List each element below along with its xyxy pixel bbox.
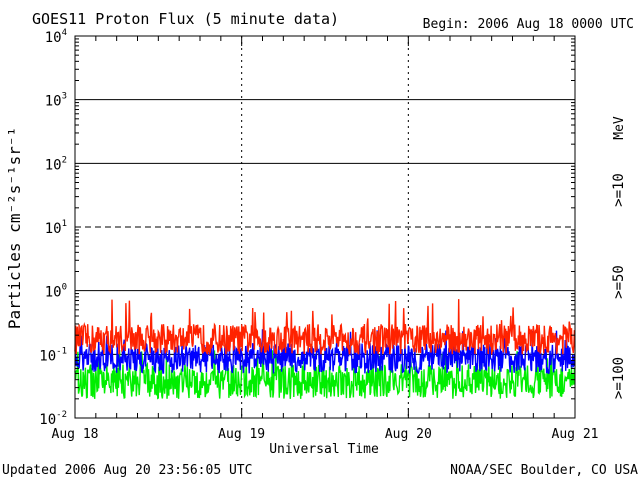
y-tick-label: 102 [45,155,67,173]
legend-ge50: >=50 [611,265,627,299]
x-tick-label: Aug 21 [552,427,599,442]
updated-time: Updated 2006 Aug 20 23:56:05 UTC [2,463,252,478]
y-tick-labels: 10-2 10-1 100 101 102 103 104 [39,28,67,428]
y-tick-label: 100 [45,283,67,301]
x-tick-labels: Aug 18 Aug 19 Aug 20 Aug 21 [52,427,599,442]
y-axis-label: Particles cm⁻²s⁻¹sr⁻¹ [5,127,24,329]
y-tick-label: 103 [45,92,67,110]
data-series [74,299,576,400]
y-tick-label: 101 [45,219,67,237]
plot-frame [74,35,576,419]
y-tick-label: 10-1 [39,346,67,364]
x-tick-label: Aug 18 [52,427,99,442]
chart-title: GOES11 Proton Flux (5 minute data) [32,10,339,28]
x-axis-label: Universal Time [269,442,379,457]
x-tick-label: Aug 19 [218,427,265,442]
series-line [74,329,576,375]
y-tick-label: 10-2 [39,410,67,428]
legend-ge10: >=10 [611,173,627,207]
x-tick-label: Aug 20 [385,427,432,442]
series-line [74,349,576,400]
legend-ge100: >=100 [611,357,627,399]
begin-time: Begin: 2006 Aug 18 0000 UTC [423,17,634,32]
plot-border [74,35,576,419]
y-tick-label: 104 [45,28,67,46]
unit-label: MeV [612,116,627,140]
series-line [74,299,576,356]
source-credit: NOAA/SEC Boulder, CO USA [450,463,638,478]
